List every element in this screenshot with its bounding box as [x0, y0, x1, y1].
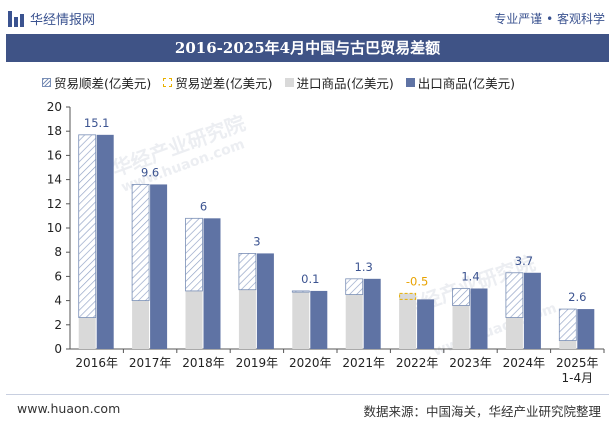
y-tick-label: 10 — [47, 221, 62, 235]
x-tick-label-line: 2020年 — [289, 356, 332, 370]
export-bar — [577, 309, 595, 349]
export-bar — [470, 288, 488, 349]
import-bar — [399, 293, 417, 349]
brand-name: 华经情报网 — [30, 13, 96, 28]
surplus-bar — [131, 184, 150, 302]
x-tick-label-line: 2018年 — [182, 356, 225, 370]
x-tick-label: 2017年 — [129, 356, 172, 370]
x-tick-label-line: 2021年 — [342, 356, 385, 370]
surplus-bar — [505, 272, 524, 318]
y-tick-label: 20 — [47, 100, 62, 114]
x-tick-label-line: 1-4月 — [561, 371, 593, 385]
data-label: 6 — [200, 199, 207, 213]
import-bar — [292, 292, 310, 349]
surplus-bar — [238, 253, 257, 291]
surplus-bar — [291, 290, 310, 293]
footer-source: 数据来源：中国海关，华经产业研究院整理 — [363, 404, 601, 419]
chart-title: 2016-2025年4月中国与古巴贸易差额 — [6, 34, 609, 62]
data-label: 15.1 — [84, 116, 110, 130]
x-tick-label: 2016年 — [75, 356, 118, 370]
import-bar — [132, 300, 150, 349]
import-bar — [345, 294, 363, 349]
y-tick-label: 18 — [47, 124, 62, 138]
legend-surplus: 贸易顺差(亿美元) — [42, 73, 151, 92]
logo-icon — [8, 10, 24, 27]
x-tick-label: 2021年 — [342, 356, 385, 370]
export-bar — [96, 134, 114, 349]
import-bar — [559, 340, 577, 349]
surplus-bar — [78, 134, 97, 318]
export-bar — [363, 278, 381, 349]
data-label: 3 — [253, 234, 260, 248]
data-label: -0.5 — [406, 274, 428, 288]
y-tick-label: 2 — [54, 318, 62, 332]
y-tick-label: 8 — [54, 245, 62, 259]
x-tick-label-line: 2019年 — [236, 356, 279, 370]
data-label: 9.6 — [141, 165, 159, 179]
export-bar — [417, 299, 435, 349]
deficit-bar — [399, 292, 417, 300]
legend-label-deficit: 贸易逆差(亿美元) — [175, 76, 273, 91]
legend-swatch-export — [405, 78, 415, 87]
footer-divider — [6, 394, 609, 395]
x-tick-label-line: 2023年 — [449, 356, 492, 370]
y-tick-label: 16 — [47, 148, 62, 162]
surplus-bar — [452, 288, 470, 306]
x-tick-label-line: 2016年 — [75, 356, 118, 370]
y-tick-label: 4 — [54, 294, 62, 308]
x-tick-label: 2020年 — [289, 356, 332, 370]
x-tick-label-line: 2022年 — [396, 356, 439, 370]
x-tick-label: 2025年 1-4月 — [556, 356, 599, 385]
legend-swatch-surplus — [42, 78, 51, 87]
surplus-bar — [558, 308, 577, 341]
legend-import: 进口商品(亿美元) — [284, 73, 394, 92]
data-label: 1.4 — [461, 270, 479, 284]
export-bar — [256, 253, 274, 349]
legend-swatch-import — [284, 78, 294, 87]
top-bar: 华经情报网 专业严谨 • 客观科学 — [0, 0, 615, 34]
legend-export: 出口商品(亿美元) — [405, 73, 516, 92]
import-bar — [185, 290, 203, 349]
footer-website[interactable]: www.huaon.com — [17, 401, 121, 416]
legend-label-import: 进口商品(亿美元) — [296, 76, 394, 91]
export-bar — [150, 184, 168, 349]
surplus-bar — [345, 278, 364, 295]
x-tick-label: 2019年 — [236, 356, 279, 370]
slogan: 专业严谨 • 客观科学 — [494, 12, 605, 26]
legend-deficit: 贸易逆差(亿美元) — [163, 73, 273, 92]
import-bar — [238, 289, 256, 349]
y-tick-label: 6 — [54, 269, 62, 283]
data-label: 2.6 — [568, 290, 586, 304]
y-tick-label: 0 — [54, 342, 62, 356]
legend-label-surplus: 贸易顺差(亿美元) — [54, 76, 152, 91]
x-tick-label: 2024年 — [503, 356, 546, 370]
y-tick-label: 12 — [47, 197, 62, 211]
export-bar — [523, 272, 541, 349]
import-bar — [452, 305, 470, 349]
x-tick-label-line: 2017年 — [129, 356, 172, 370]
export-bar — [310, 290, 328, 349]
x-tick-label: 2022年 — [396, 356, 439, 370]
export-bar — [203, 218, 221, 349]
data-label: 0.1 — [301, 272, 319, 286]
legend-label-export: 出口商品(亿美元) — [417, 76, 516, 91]
x-tick-label: 2018年 — [182, 356, 225, 370]
x-tick-label-line: 2024年 — [503, 356, 546, 370]
chart-legend: 贸易顺差(亿美元) 贸易逆差(亿美元) 进口商品(亿美元) 出口商品(亿美元) — [42, 73, 515, 92]
legend-swatch-deficit — [163, 78, 173, 87]
y-tick-label: 14 — [47, 173, 62, 187]
import-bar — [78, 317, 96, 349]
x-tick-label-line: 2025年 — [556, 356, 599, 370]
x-tick-label: 2023年 — [449, 356, 492, 370]
surplus-bar — [185, 217, 203, 292]
brand-logo[interactable]: 华经情报网 — [8, 9, 95, 28]
data-label: 3.7 — [515, 254, 533, 268]
import-bar — [505, 317, 523, 349]
data-label: 1.3 — [355, 260, 373, 274]
